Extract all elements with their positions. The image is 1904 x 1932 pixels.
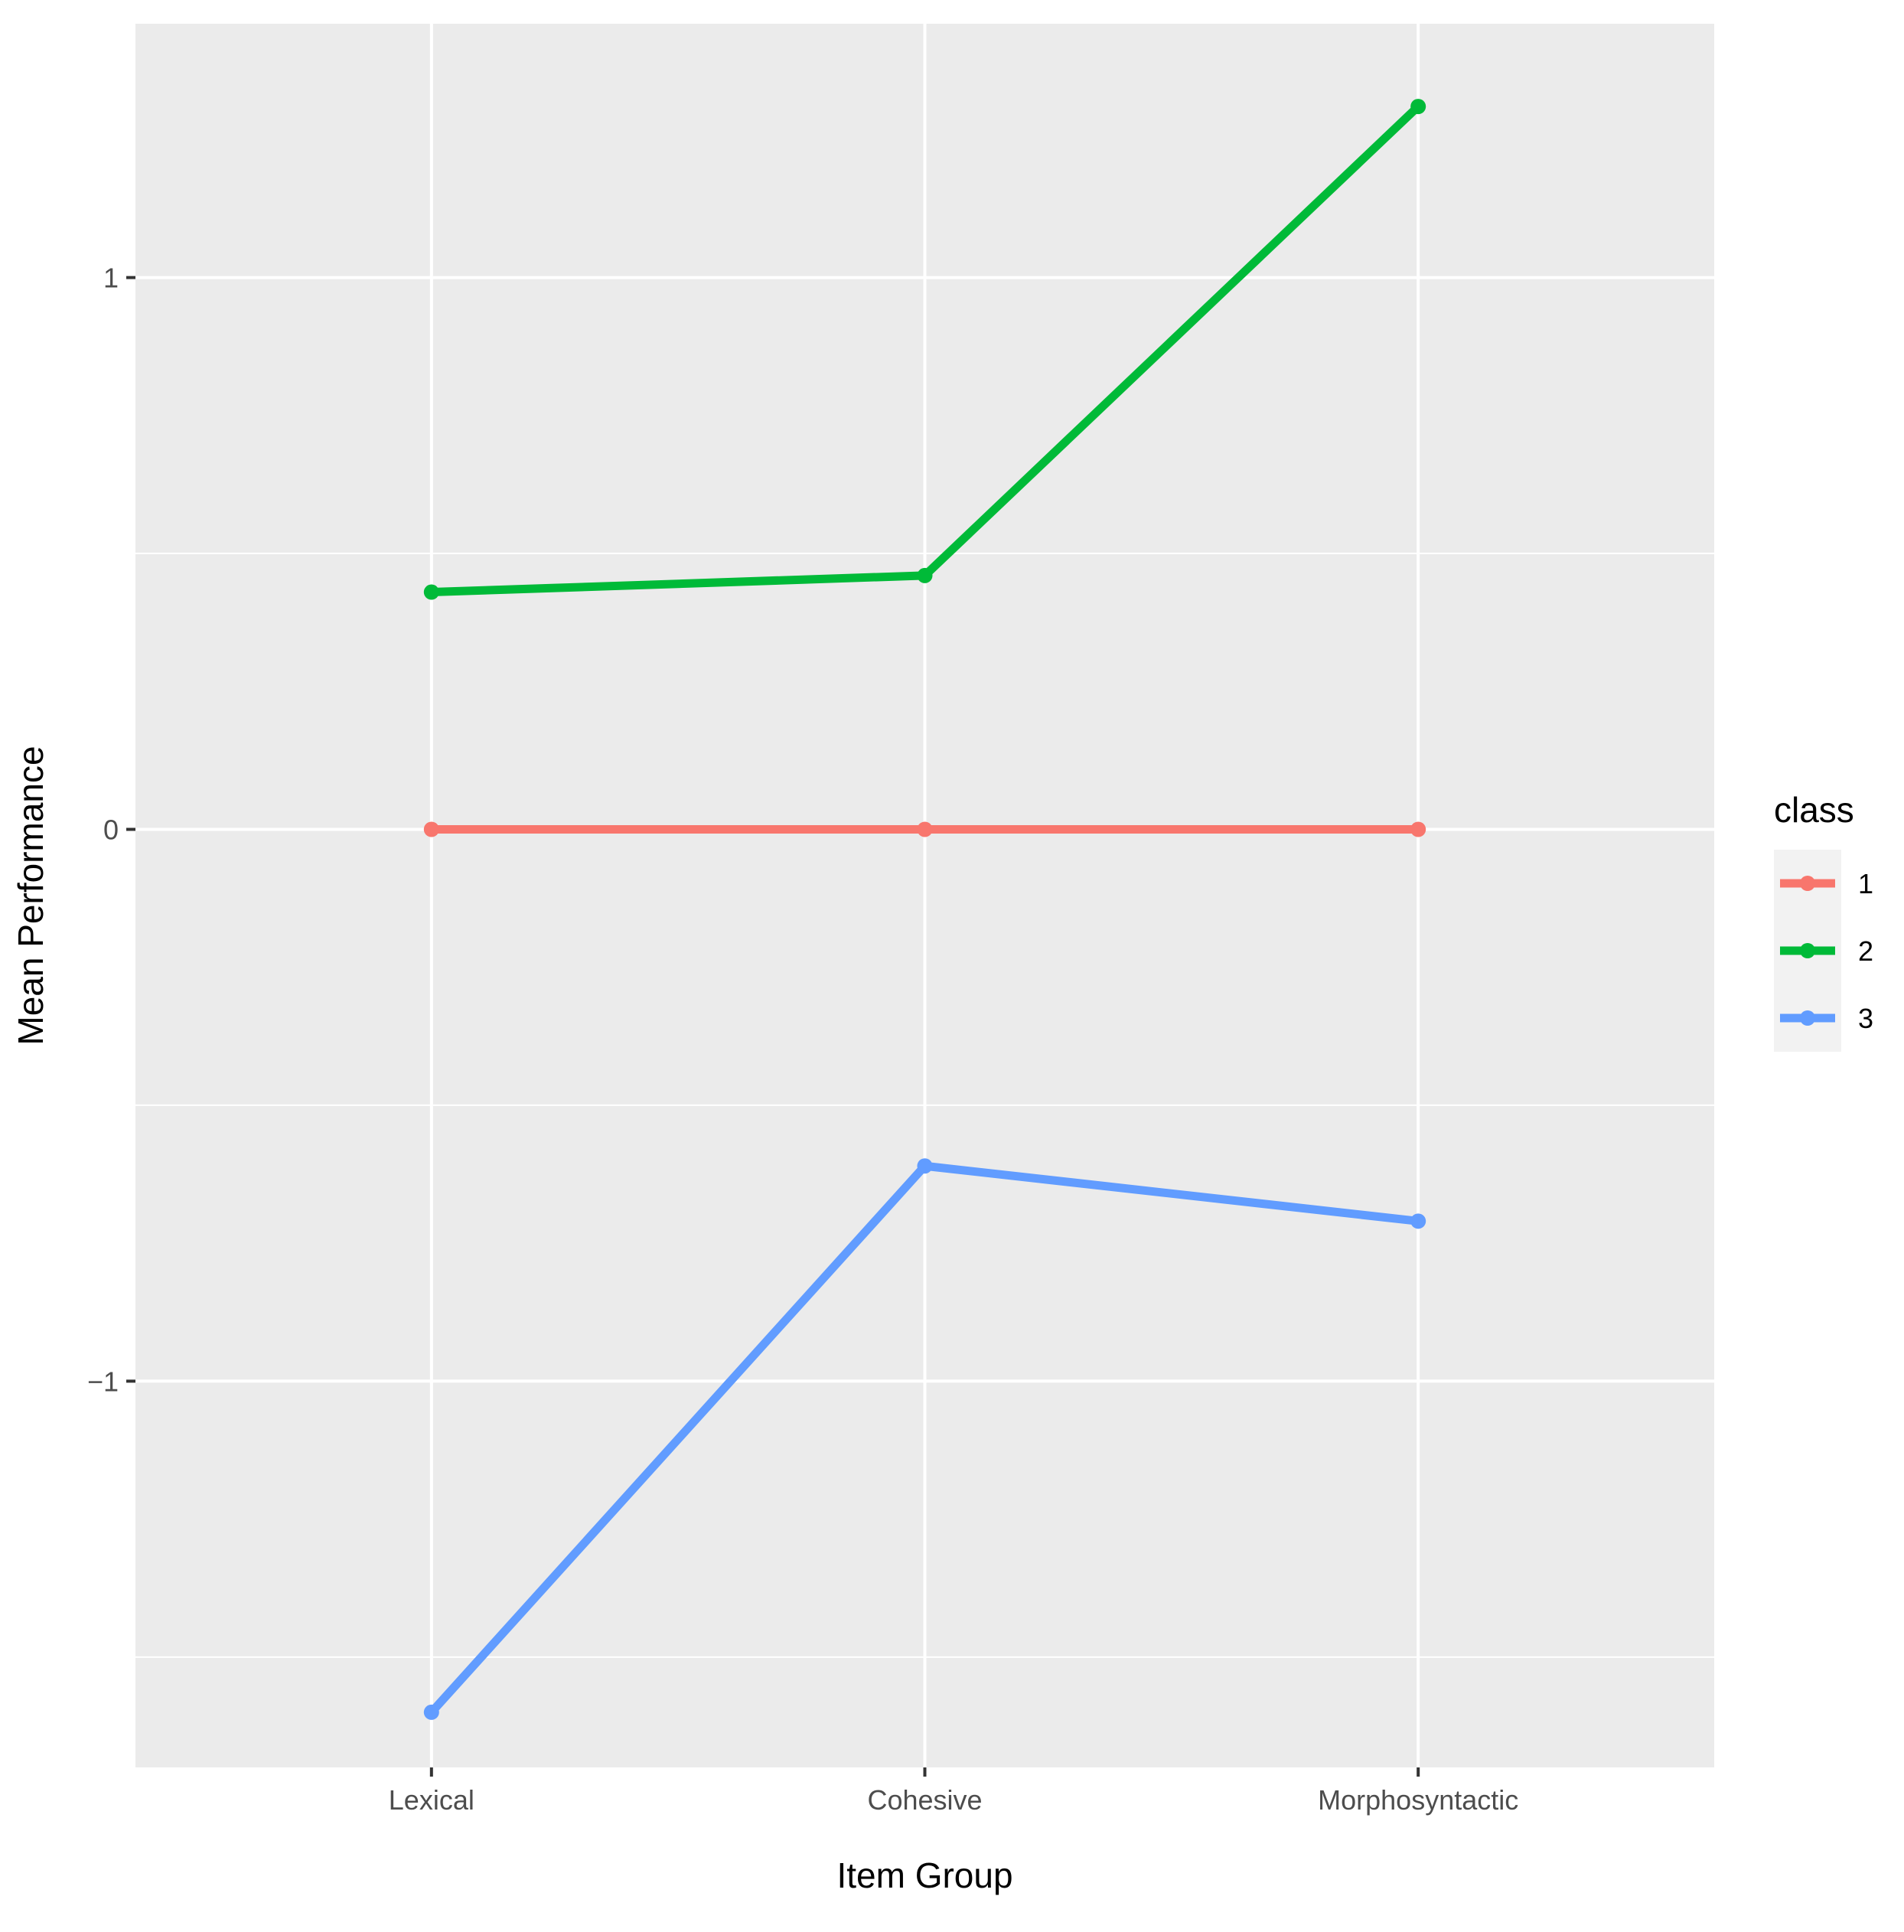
- legend-point-swatch: [1800, 943, 1815, 958]
- legend-item: 3: [1780, 1003, 1873, 1034]
- legend-title: class: [1774, 790, 1854, 830]
- legend-label: 1: [1858, 868, 1873, 899]
- x-axis-title: Item Group: [836, 1855, 1012, 1895]
- data-point: [423, 821, 439, 837]
- data-point: [423, 584, 439, 600]
- legend-item: 1: [1780, 868, 1873, 899]
- y-axis-title: Mean Performance: [11, 746, 51, 1045]
- data-point: [917, 567, 933, 583]
- y-tick-label: 0: [103, 814, 119, 845]
- legend: class 1 2 3: [1774, 790, 1873, 1052]
- data-point: [1410, 99, 1426, 115]
- legend-item: 2: [1780, 935, 1873, 967]
- data-point: [1410, 1213, 1426, 1229]
- x-tick-label: Cohesive: [867, 1784, 982, 1816]
- x-tick-label: Morphosyntactic: [1318, 1784, 1518, 1816]
- y-tick-label: 1: [103, 263, 119, 294]
- data-point: [423, 1704, 439, 1720]
- data-point: [917, 1158, 933, 1174]
- legend-point-swatch: [1800, 876, 1815, 891]
- legend-point-swatch: [1800, 1010, 1815, 1026]
- legend-label: 2: [1858, 935, 1873, 967]
- series-layer: [423, 99, 1426, 1720]
- y-tick-label: −1: [87, 1366, 119, 1397]
- x-tick-label: Lexical: [389, 1784, 474, 1816]
- major-gridlines: [135, 24, 1714, 1767]
- series-2: [423, 99, 1426, 600]
- y-axis: 1 0 −1: [87, 263, 135, 1397]
- x-axis: Lexical Cohesive Morphosyntactic: [389, 1767, 1518, 1816]
- series-3: [423, 1158, 1426, 1720]
- series-1: [423, 821, 1426, 837]
- data-point: [1410, 821, 1426, 837]
- data-point: [917, 821, 933, 837]
- legend-label: 3: [1858, 1003, 1873, 1034]
